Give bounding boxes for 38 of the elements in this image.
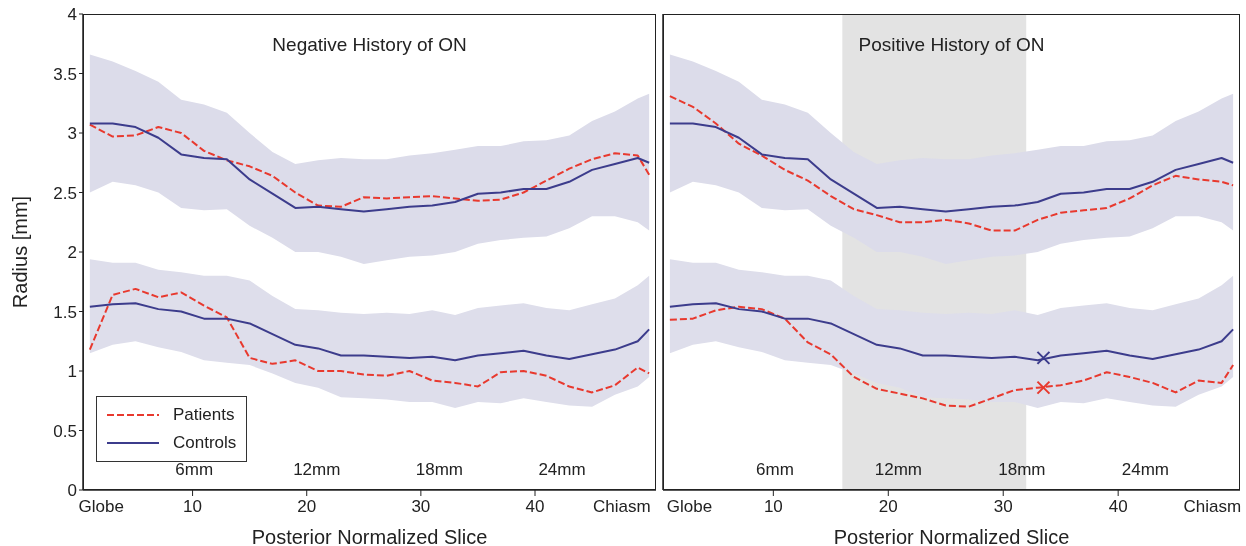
- x-tick-label: 30: [411, 497, 431, 516]
- annotation: 12mm: [292, 460, 342, 480]
- line-series: [88, 287, 651, 394]
- x-tick-label: 40: [525, 497, 545, 516]
- y-tick-label: 2: [67, 243, 77, 263]
- x-tick-label: 20: [878, 497, 898, 516]
- y-axis-title: Radius [mm]: [9, 195, 32, 309]
- x-tick-label: 30: [993, 497, 1013, 516]
- x-tick-label: 40: [1108, 497, 1128, 516]
- y-tick-label: 0: [67, 481, 77, 501]
- x-axis-title: Posterior Normalized Slice: [251, 526, 488, 546]
- text: Negative History of ON: [271, 34, 468, 56]
- y-tick-label: 3: [67, 124, 77, 144]
- x-tick-label: 10: [183, 497, 203, 516]
- annotation: 6mm: [755, 460, 795, 480]
- line-series: [88, 302, 651, 362]
- x-tick-label: Chiasm: [1183, 497, 1242, 516]
- annotation: 6mm: [174, 460, 215, 480]
- y-tick-label: 3.5: [53, 64, 77, 84]
- text: Positive History of ON: [857, 34, 1046, 56]
- annotation: 18mm: [997, 460, 1047, 480]
- x-tick-label: Chiasm: [592, 497, 651, 516]
- legend-label: Patients: [173, 405, 235, 425]
- y-tick-label: 2.5: [53, 183, 77, 203]
- y-tick-label: 1: [67, 362, 77, 382]
- y-tick-label: 0.5: [53, 421, 77, 441]
- annotation: 12mm: [873, 460, 923, 480]
- annotation: 24mm: [537, 460, 587, 480]
- x-axis-title: Posterior Normalized Slice: [833, 526, 1070, 546]
- x-tick-label: Globe: [666, 497, 713, 516]
- legend-label: Controls: [173, 433, 237, 453]
- annotation: 24mm: [1120, 460, 1170, 480]
- annotation: 18mm: [414, 460, 464, 480]
- x-tick-label: 10: [763, 497, 783, 516]
- y-tick-label: 4: [67, 5, 77, 25]
- x-tick-label: 20: [297, 497, 317, 516]
- y-tick-label: 1.5: [53, 302, 77, 322]
- x-tick-label: Globe: [78, 497, 124, 516]
